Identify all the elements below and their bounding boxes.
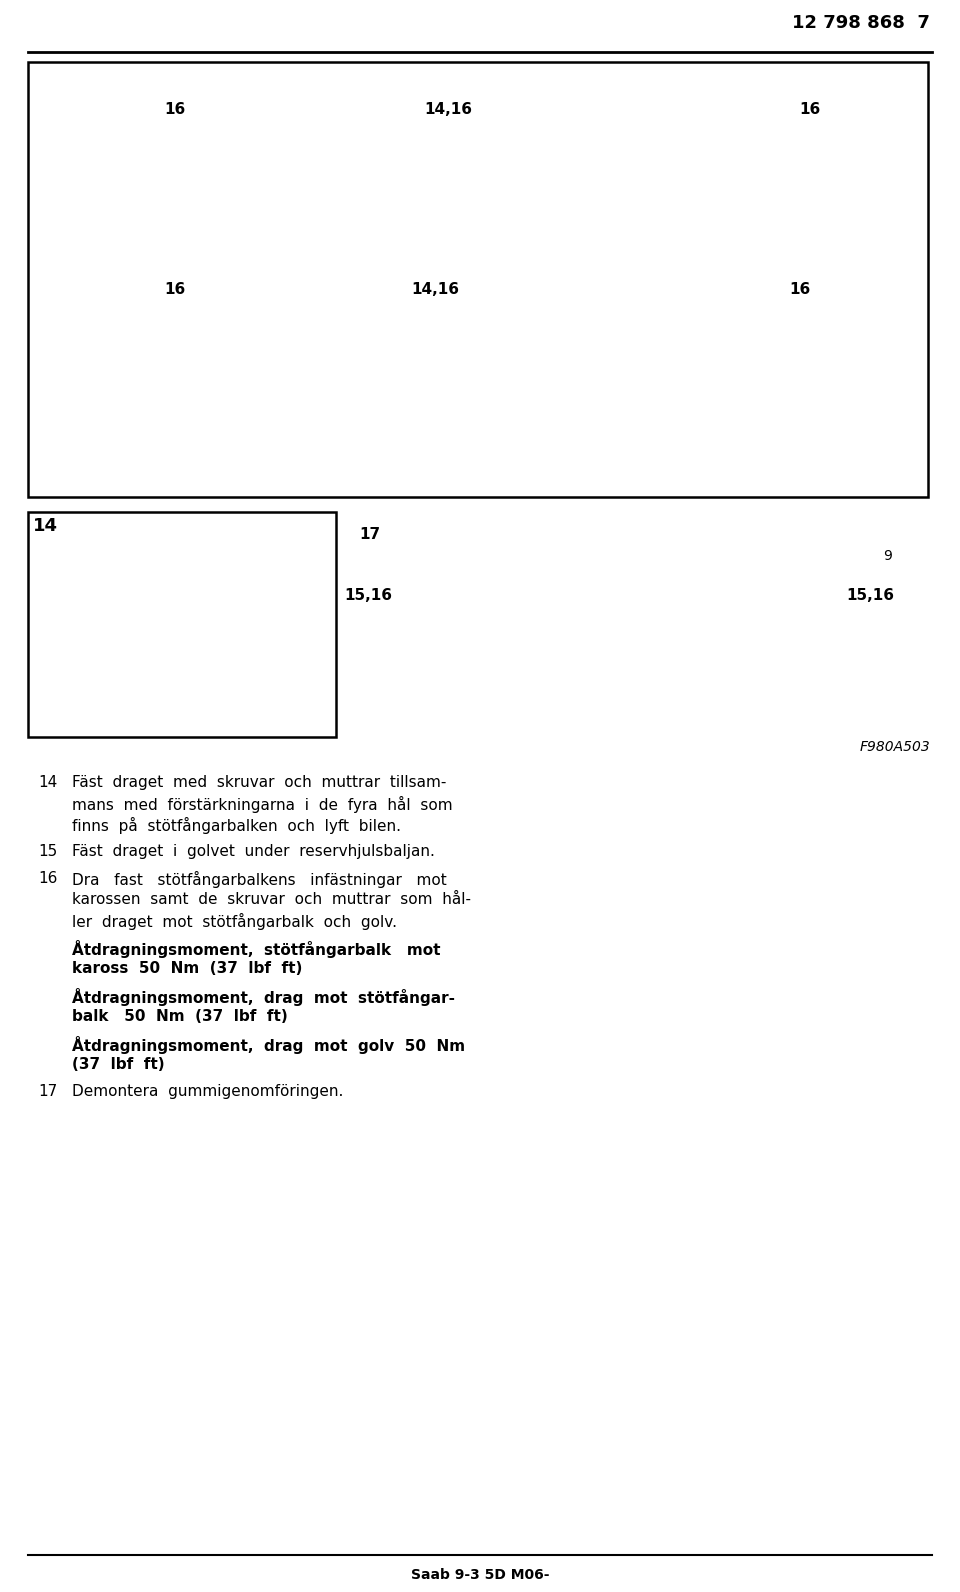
Text: Åtdragningsmoment,  drag  mot  stötfångar-: Åtdragningsmoment, drag mot stötfångar- <box>72 989 455 1006</box>
Text: 14: 14 <box>33 517 58 535</box>
Text: finns  på  stötfångarbalken  och  lyft  bilen.: finns på stötfångarbalken och lyft bilen… <box>72 817 401 834</box>
Bar <box>28 62 928 497</box>
Text: mans  med  förstärkningarna  i  de  fyra  hål  som: mans med förstärkningarna i de fyra hål … <box>72 796 452 814</box>
Text: Demontera  gummigenomföringen.: Demontera gummigenomföringen. <box>72 1084 344 1098</box>
Text: Saab 9-3 5D M06-: Saab 9-3 5D M06- <box>411 1568 549 1582</box>
Text: (37  lbf  ft): (37 lbf ft) <box>72 1057 164 1071</box>
Text: 17: 17 <box>38 1084 58 1098</box>
Text: Fäst  draget  med  skruvar  och  muttrar  tillsam-: Fäst draget med skruvar och muttrar till… <box>72 775 446 790</box>
Text: ler  draget  mot  stötfångarbalk  och  golv.: ler draget mot stötfångarbalk och golv. <box>72 912 397 930</box>
Bar <box>28 513 336 737</box>
Text: 17: 17 <box>359 527 380 541</box>
Text: Åtdragningsmoment,  stötfångarbalk   mot: Åtdragningsmoment, stötfångarbalk mot <box>72 939 441 958</box>
Text: balk   50  Nm  (37  lbf  ft): balk 50 Nm (37 lbf ft) <box>72 1009 288 1024</box>
Text: 16: 16 <box>164 282 185 298</box>
Text: 16: 16 <box>38 871 58 887</box>
Text: 16: 16 <box>789 282 810 298</box>
Text: 9: 9 <box>883 549 893 564</box>
Text: 14,16: 14,16 <box>424 102 472 118</box>
Text: kaross  50  Nm  (37  lbf  ft): kaross 50 Nm (37 lbf ft) <box>72 962 302 976</box>
Text: 16: 16 <box>164 102 185 118</box>
Text: Åtdragningsmoment,  drag  mot  golv  50  Nm: Åtdragningsmoment, drag mot golv 50 Nm <box>72 1036 466 1054</box>
Text: 12 798 868  7: 12 798 868 7 <box>792 14 930 32</box>
Text: 14: 14 <box>38 775 58 790</box>
Text: 15,16: 15,16 <box>344 587 392 602</box>
Text: 16: 16 <box>800 102 821 118</box>
Text: 15: 15 <box>38 844 58 860</box>
Text: 15,16: 15,16 <box>846 587 894 602</box>
Text: Fäst  draget  i  golvet  under  reservhjulsbaljan.: Fäst draget i golvet under reservhjulsba… <box>72 844 435 860</box>
Text: 14,16: 14,16 <box>411 282 459 298</box>
Text: Dra   fast   stötfångarbalkens   infästningar   mot: Dra fast stötfångarbalkens infästningar … <box>72 871 446 888</box>
Text: karossen  samt  de  skruvar  och  muttrar  som  hål-: karossen samt de skruvar och muttrar som… <box>72 892 471 907</box>
Text: F980A503: F980A503 <box>859 740 930 755</box>
